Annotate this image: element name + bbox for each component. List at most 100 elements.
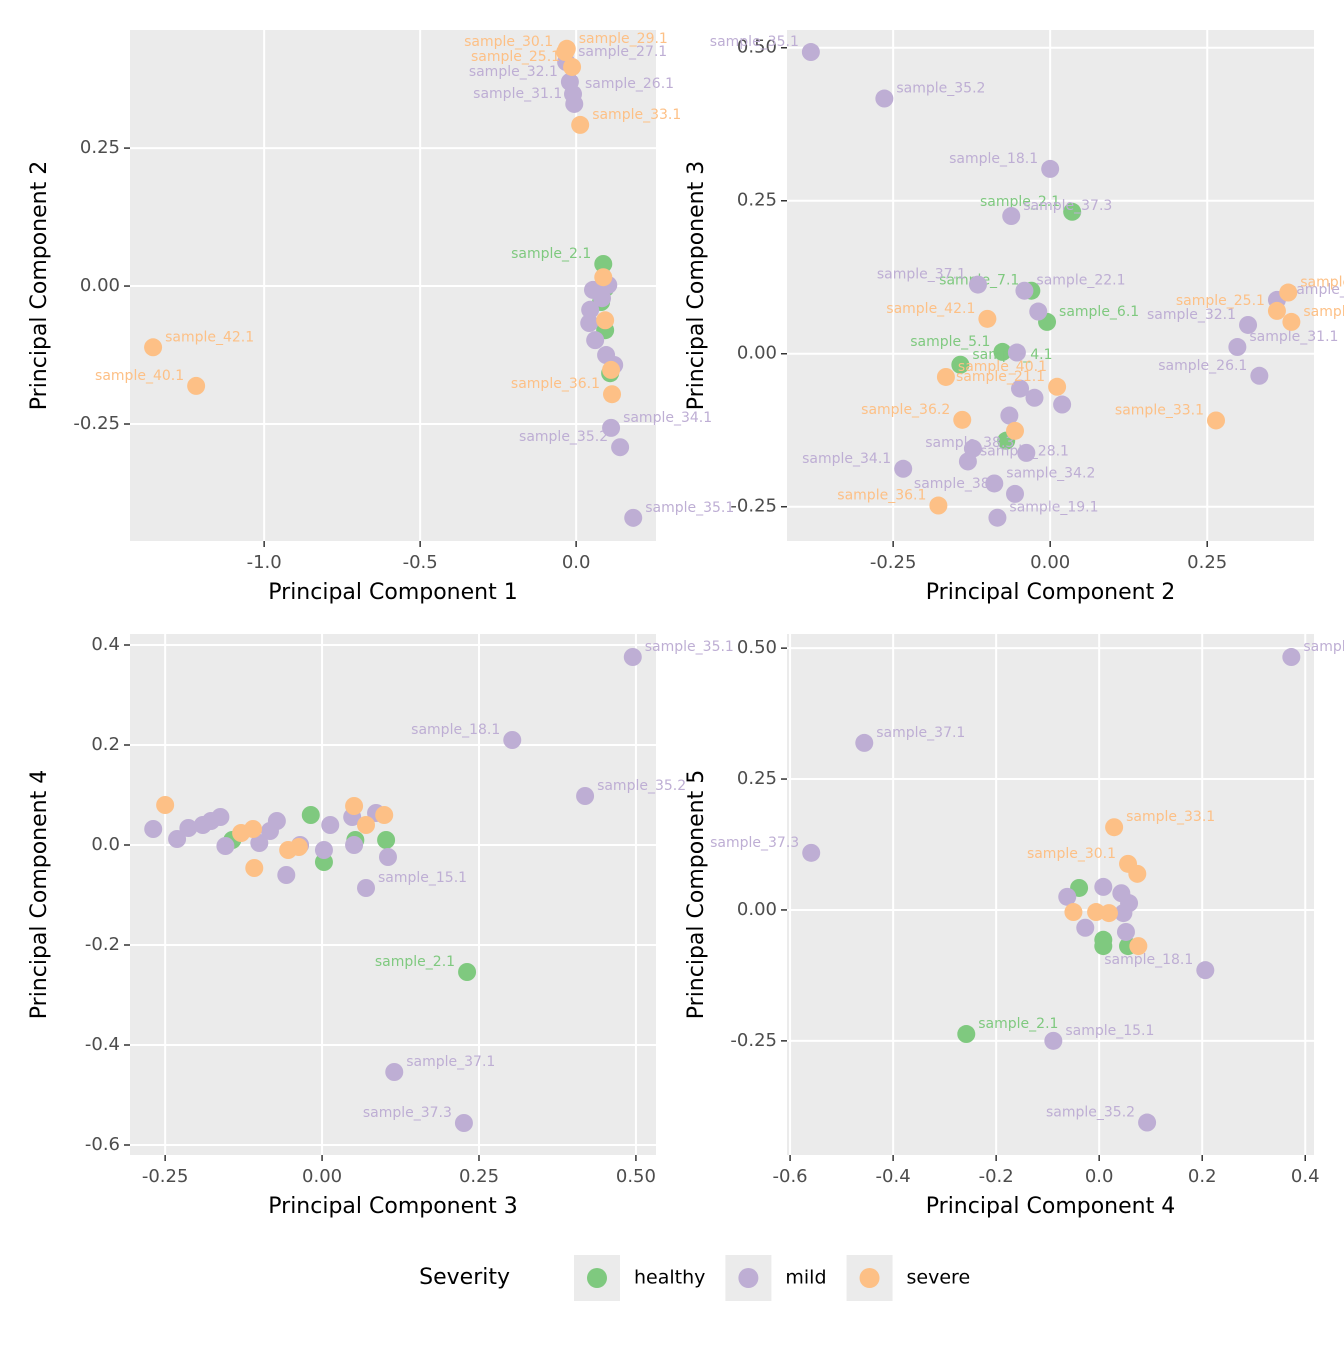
point-label: sample_2.1: [978, 1016, 1058, 1032]
point-label: sample_2.1: [511, 246, 591, 262]
y-tick-label: 0.00: [737, 899, 777, 920]
point: [571, 115, 590, 134]
y-tick-label: 0.25: [737, 190, 777, 211]
y-axis-title: Principal Component 3: [684, 161, 709, 410]
point: [593, 289, 612, 308]
y-axis-title: Principal Component 4: [27, 770, 52, 1019]
point-label: sample_30.1: [1027, 846, 1116, 862]
point: [503, 731, 522, 749]
point: [1239, 315, 1258, 334]
point: [1094, 937, 1113, 956]
legend-label: mild: [785, 1267, 826, 1289]
point: [1041, 159, 1060, 178]
x-tick-label: 0.25: [1187, 552, 1227, 573]
point: [244, 820, 263, 838]
x-tick-label: -0.25: [142, 1166, 189, 1187]
point: [168, 830, 187, 848]
point-label: sample_34.1: [802, 451, 891, 467]
point-label: sample_25.1: [471, 49, 560, 65]
point: [377, 831, 396, 849]
point: [211, 808, 230, 826]
point-label: sample_37.3: [1023, 198, 1112, 214]
point: [277, 866, 296, 884]
point-label: sample_15.1: [1065, 1023, 1154, 1039]
point-label: sample_35.1: [1303, 639, 1344, 655]
point-label: sample_40.1: [958, 359, 1047, 375]
point-label: sample_26.1: [585, 76, 674, 92]
legend-label: healthy: [634, 1267, 705, 1289]
point-label: sample_18.1: [949, 151, 1038, 167]
y-tick-label: 0.25: [80, 137, 120, 158]
point: [378, 848, 397, 866]
point: [1279, 283, 1298, 302]
point: [611, 438, 630, 457]
point: [576, 787, 595, 805]
x-tick-label: -0.2: [979, 1166, 1014, 1187]
point: [156, 796, 175, 814]
point: [357, 816, 376, 834]
point: [557, 39, 576, 58]
point: [602, 360, 621, 379]
point-label: sample_38.1: [914, 476, 1003, 492]
point: [1228, 338, 1247, 357]
x-axis-title: Principal Component 2: [926, 580, 1175, 605]
x-axis-title: Principal Component 4: [926, 1194, 1175, 1219]
point: [1044, 1031, 1063, 1050]
y-tick-label: -0.4: [85, 1034, 120, 1055]
point-label: sample_36.2: [861, 402, 950, 418]
point-label: sample_35.2: [1046, 1105, 1135, 1121]
y-tick-label: -0.6: [85, 1134, 120, 1155]
point: [1099, 904, 1118, 923]
point: [321, 816, 340, 834]
point-label: sample_15.1: [378, 870, 467, 886]
point: [1007, 343, 1026, 362]
point-label: sample_22.1: [1036, 273, 1125, 289]
point: [144, 820, 163, 838]
point: [951, 355, 970, 374]
point: [1129, 937, 1148, 956]
point: [245, 859, 264, 877]
x-tick-label: -0.5: [403, 552, 438, 573]
point: [314, 841, 333, 859]
y-tick-label: -0.2: [85, 934, 120, 955]
y-tick-label: 0.25: [737, 768, 777, 789]
x-tick-label: -0.4: [876, 1166, 911, 1187]
x-tick-label: -1.0: [247, 552, 282, 573]
point: [1076, 918, 1095, 937]
y-tick-label: 0.4: [91, 634, 120, 655]
point-label: sample_28.1: [980, 443, 1069, 459]
point: [289, 838, 308, 856]
point-label: sample_35.2: [597, 778, 686, 794]
point: [345, 836, 364, 854]
y-axis-title: Principal Component 5: [684, 770, 709, 1019]
point-label: sample_33.1: [592, 107, 681, 123]
point-label: sample_37.3: [363, 1105, 452, 1121]
point-label: sample_29.1: [1303, 304, 1344, 320]
x-tick-label: 0.2: [1188, 1166, 1217, 1187]
point-label: sample_35.1: [710, 34, 799, 50]
point: [929, 496, 948, 515]
x-tick-label: -0.6: [773, 1166, 808, 1187]
x-tick-label: 0.50: [616, 1166, 656, 1187]
point-label: sample_27.1: [1289, 282, 1344, 298]
point: [458, 963, 477, 981]
plot-background: [787, 634, 1314, 1155]
point: [957, 1025, 976, 1044]
x-tick-label: 0.4: [1291, 1166, 1320, 1187]
point-label: sample_32.1: [1147, 307, 1236, 323]
y-axis-title: Principal Component 2: [27, 161, 52, 410]
y-tick-label: 0.00: [80, 275, 120, 296]
point: [1064, 903, 1083, 922]
point: [802, 843, 821, 862]
point: [985, 474, 1004, 493]
point: [993, 342, 1012, 361]
point-label: sample_2.1: [980, 194, 1060, 210]
point: [565, 94, 584, 113]
point-label: sample_35.1: [645, 500, 734, 516]
y-tick-label: 0.50: [737, 37, 777, 58]
point-label: sample_35.1: [645, 639, 734, 655]
point: [1114, 904, 1133, 923]
point: [1029, 302, 1048, 321]
point: [1282, 648, 1301, 667]
